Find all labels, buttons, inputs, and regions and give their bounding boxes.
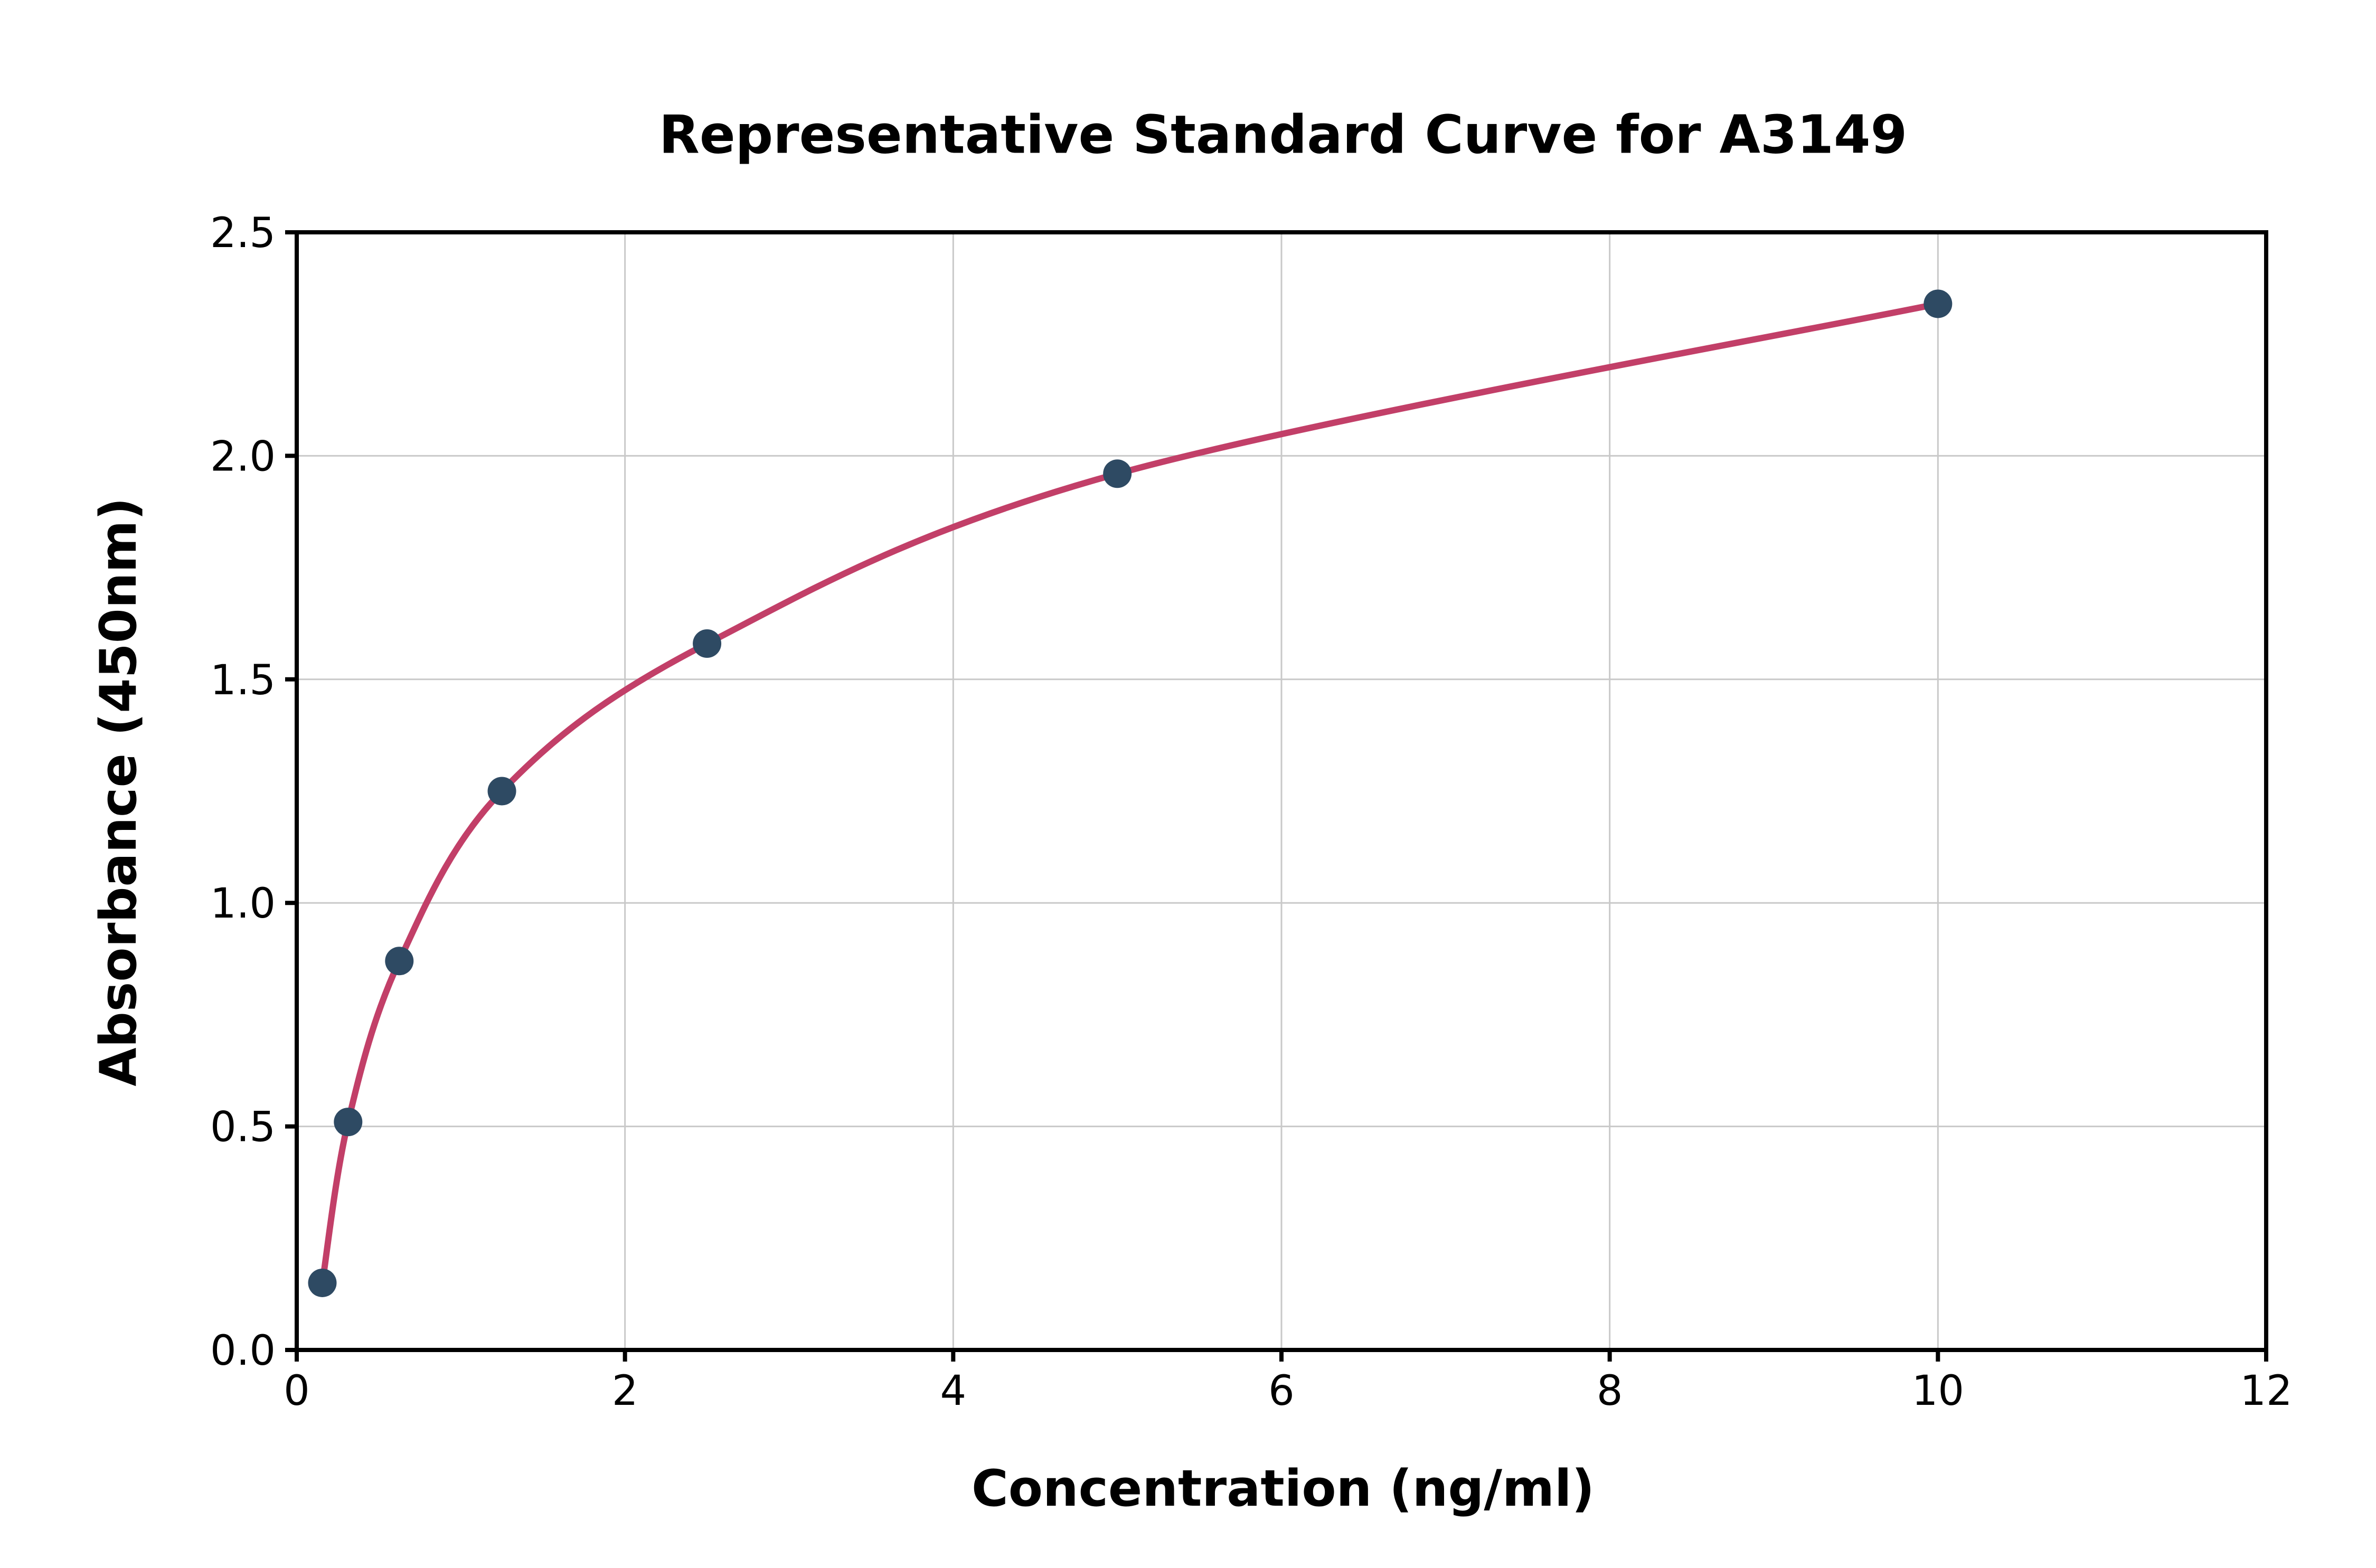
y-tick-label: 1.5 bbox=[210, 657, 276, 704]
x-tick-label: 8 bbox=[1597, 1367, 1623, 1415]
y-tick-label: 1.0 bbox=[210, 880, 276, 928]
y-tick-label: 0.5 bbox=[210, 1104, 276, 1151]
y-tick-label: 2.5 bbox=[210, 210, 276, 257]
data-point bbox=[334, 1108, 363, 1137]
data-point bbox=[1103, 459, 1132, 488]
x-tick-label: 10 bbox=[1912, 1367, 1964, 1415]
data-point bbox=[385, 947, 414, 976]
chart-title: Representative Standard Curve for A3149 bbox=[658, 103, 1908, 166]
y-tick-label: 0.0 bbox=[210, 1327, 276, 1375]
x-tick-label: 6 bbox=[1268, 1367, 1295, 1415]
data-point bbox=[308, 1268, 337, 1297]
fitted-curve-path bbox=[319, 300, 1941, 1286]
data-point bbox=[487, 777, 516, 806]
x-tick-label: 2 bbox=[612, 1367, 638, 1415]
x-tick-label: 0 bbox=[284, 1367, 310, 1415]
data-point bbox=[1924, 289, 1953, 318]
y-tick-label: 2.0 bbox=[210, 433, 276, 480]
data-point bbox=[693, 629, 722, 658]
x-tick-label: 12 bbox=[2240, 1367, 2292, 1415]
x-tick-label: 4 bbox=[940, 1367, 967, 1415]
x-axis-label: Concentration (ng/ml) bbox=[971, 1460, 1595, 1518]
